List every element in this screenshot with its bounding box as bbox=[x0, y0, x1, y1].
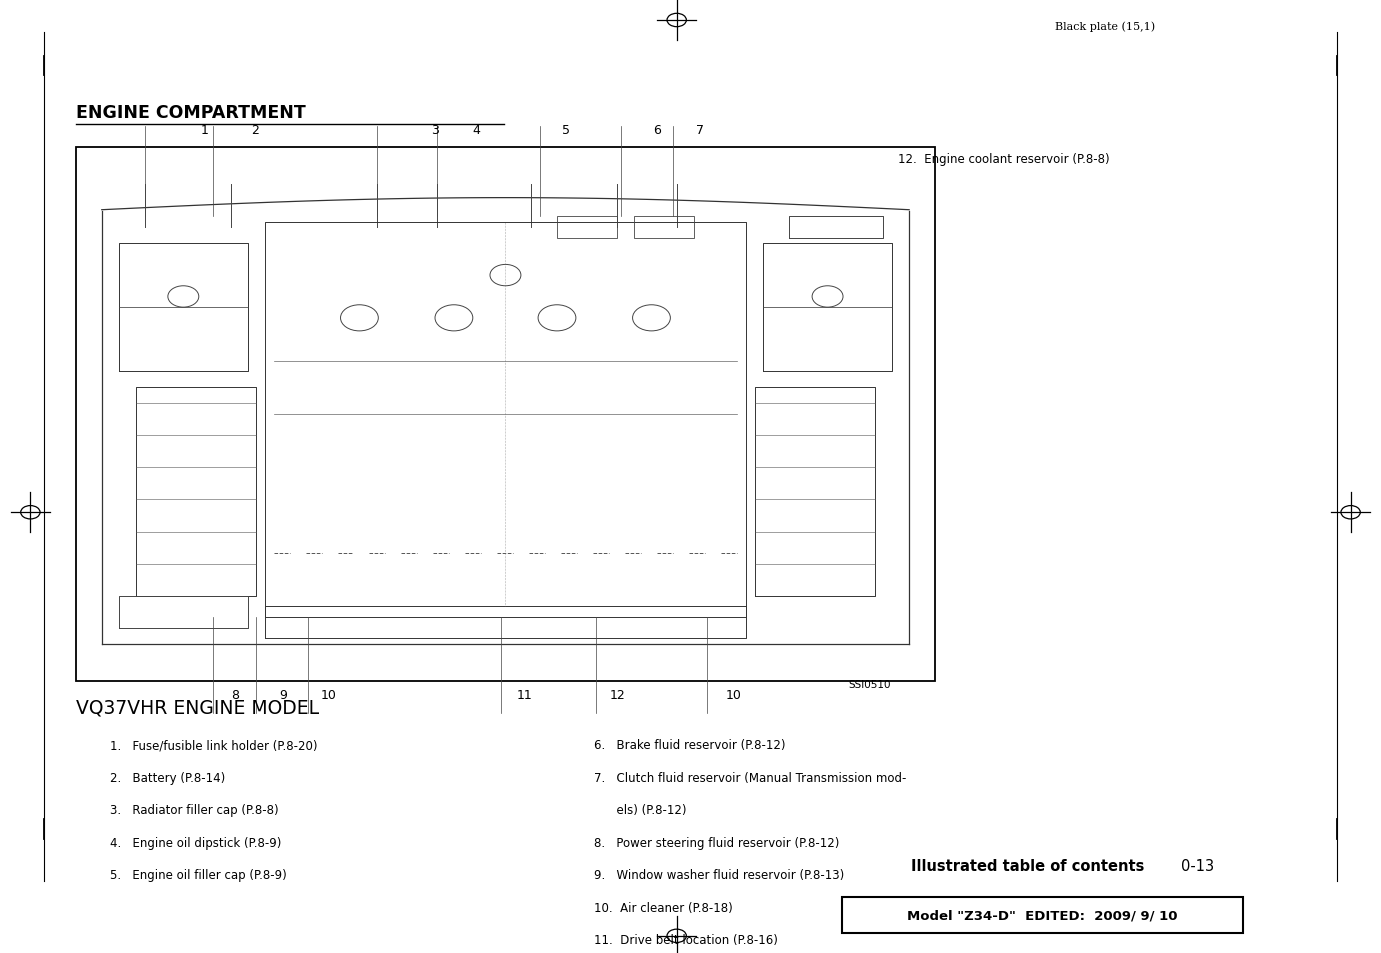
Text: 5.   Engine oil filler cap (P.8-9): 5. Engine oil filler cap (P.8-9) bbox=[110, 868, 287, 882]
Text: ENGINE COMPARTMENT: ENGINE COMPARTMENT bbox=[76, 104, 305, 122]
Text: 6.   Brake fluid reservoir (P.8-12): 6. Brake fluid reservoir (P.8-12) bbox=[594, 739, 786, 752]
Text: 1: 1 bbox=[200, 124, 209, 137]
Bar bbox=[634, 217, 695, 238]
Bar bbox=[76, 148, 935, 681]
Text: 11: 11 bbox=[516, 688, 533, 701]
Text: 4: 4 bbox=[472, 124, 481, 137]
Text: 10.  Air cleaner (P.8-18): 10. Air cleaner (P.8-18) bbox=[594, 901, 732, 914]
Text: els) (P.8-12): els) (P.8-12) bbox=[594, 803, 686, 817]
Text: 10: 10 bbox=[725, 688, 742, 701]
Text: Illustrated table of contents: Illustrated table of contents bbox=[911, 858, 1145, 873]
Text: 2.   Battery (P.8-14): 2. Battery (P.8-14) bbox=[110, 771, 225, 784]
Text: 3.   Radiator filler cap (P.8-8): 3. Radiator filler cap (P.8-8) bbox=[110, 803, 279, 817]
Text: 3: 3 bbox=[431, 124, 439, 137]
Text: 5: 5 bbox=[562, 124, 570, 137]
Text: 6: 6 bbox=[653, 124, 661, 137]
Bar bbox=[842, 897, 1243, 933]
Text: 9: 9 bbox=[279, 688, 287, 701]
Text: Model "Z34-D"  EDITED:  2009/ 9/ 10: Model "Z34-D" EDITED: 2009/ 9/ 10 bbox=[907, 908, 1178, 922]
Text: 8: 8 bbox=[231, 688, 239, 701]
Text: 7.   Clutch fluid reservoir (Manual Transmission mod-: 7. Clutch fluid reservoir (Manual Transm… bbox=[594, 771, 906, 784]
Text: 12: 12 bbox=[609, 688, 626, 701]
Text: 4.   Engine oil dipstick (P.8-9): 4. Engine oil dipstick (P.8-9) bbox=[110, 836, 282, 849]
Text: SSI0510: SSI0510 bbox=[848, 679, 891, 689]
Text: 2: 2 bbox=[251, 124, 260, 137]
Text: Black plate (15,1): Black plate (15,1) bbox=[1055, 21, 1155, 31]
Text: 11.  Drive belt location (P.8-16): 11. Drive belt location (P.8-16) bbox=[594, 933, 778, 946]
Text: 1.   Fuse/fusible link holder (P.8-20): 1. Fuse/fusible link holder (P.8-20) bbox=[110, 739, 318, 752]
Text: 12.  Engine coolant reservoir (P.8-8): 12. Engine coolant reservoir (P.8-8) bbox=[898, 152, 1109, 166]
Text: 9.   Window washer fluid reservoir (P.8-13): 9. Window washer fluid reservoir (P.8-13… bbox=[594, 868, 844, 882]
Bar bbox=[557, 217, 617, 238]
Text: 0-13: 0-13 bbox=[1181, 858, 1214, 873]
Text: VQ37VHR ENGINE MODEL: VQ37VHR ENGINE MODEL bbox=[76, 698, 319, 717]
Text: 7: 7 bbox=[696, 124, 704, 137]
Text: 8.   Power steering fluid reservoir (P.8-12): 8. Power steering fluid reservoir (P.8-1… bbox=[594, 836, 840, 849]
Text: 10: 10 bbox=[320, 688, 337, 701]
